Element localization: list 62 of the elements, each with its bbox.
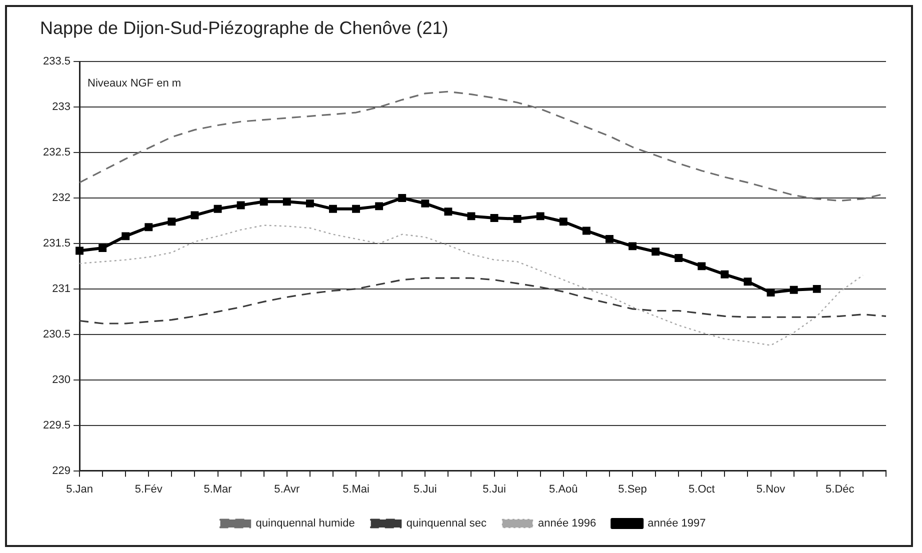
x-tick-label: 5.Jui — [482, 483, 506, 496]
legend-label: quinquennal sec — [406, 518, 487, 530]
y-tick-label: 231.5 — [42, 238, 71, 250]
legend-label: année 1997 — [648, 518, 706, 530]
x-tick-label: 5.Mai — [342, 483, 370, 496]
point — [122, 232, 130, 240]
y-tick-label: 229.5 — [42, 419, 71, 432]
point — [812, 284, 821, 293]
point — [606, 234, 614, 243]
y-tick-label: 230 — [52, 374, 71, 386]
x-tick-label: 5.Déc — [826, 483, 855, 496]
point — [421, 199, 430, 208]
point — [582, 226, 590, 235]
y-tick-label: 233 — [52, 101, 71, 114]
line-series — [78, 224, 864, 346]
point — [282, 198, 291, 206]
y-tick-label: 231 — [52, 282, 71, 295]
point — [168, 218, 176, 226]
point — [375, 202, 384, 210]
point — [536, 212, 544, 220]
chart-title: Nappe de Dijon-Sud-Piézographe de Chenôve (21) — [40, 18, 448, 38]
point — [98, 244, 107, 252]
point — [398, 194, 406, 202]
y-tick-label: 232 — [52, 192, 71, 204]
x-tick-label: 5.Sep — [618, 483, 647, 496]
point — [306, 199, 314, 208]
point — [720, 270, 729, 278]
y-tick-label: 229 — [52, 464, 71, 477]
x-tick-label: 5.Avr — [274, 483, 300, 496]
point — [236, 201, 245, 210]
legend-label: quinquennal humide — [256, 518, 355, 530]
point — [144, 223, 153, 232]
y-tick-label: 233.5 — [42, 56, 71, 68]
x-tick-label: 5.Nov — [756, 483, 786, 496]
x-tick-label: 5.Mar — [204, 483, 232, 496]
point — [76, 246, 84, 255]
point — [190, 211, 199, 220]
point — [790, 286, 798, 294]
point — [352, 204, 360, 213]
x-tick-label: 5.Jui — [414, 483, 437, 496]
point — [513, 214, 522, 223]
x-tick-label: 5.Aoû — [549, 483, 578, 496]
point — [698, 262, 706, 270]
point — [214, 204, 222, 213]
point — [559, 218, 568, 226]
point — [744, 278, 752, 286]
point — [766, 288, 775, 297]
point — [260, 198, 268, 206]
point — [674, 254, 683, 262]
point — [628, 242, 637, 250]
y-axis-title: Niveaux NGF en m — [88, 78, 182, 90]
point — [490, 214, 498, 222]
point — [444, 208, 452, 216]
point — [467, 212, 476, 220]
point — [652, 248, 660, 256]
x-tick-label: 5.Fév — [134, 483, 163, 496]
x-tick-label: 5.Jan — [66, 483, 93, 496]
y-tick-label: 232.5 — [42, 146, 71, 159]
legend-label: année 1996 — [538, 518, 596, 530]
y-tick-label: 230.5 — [42, 328, 71, 340]
x-tick-label: 5.Oct — [688, 483, 715, 496]
point — [329, 204, 337, 213]
